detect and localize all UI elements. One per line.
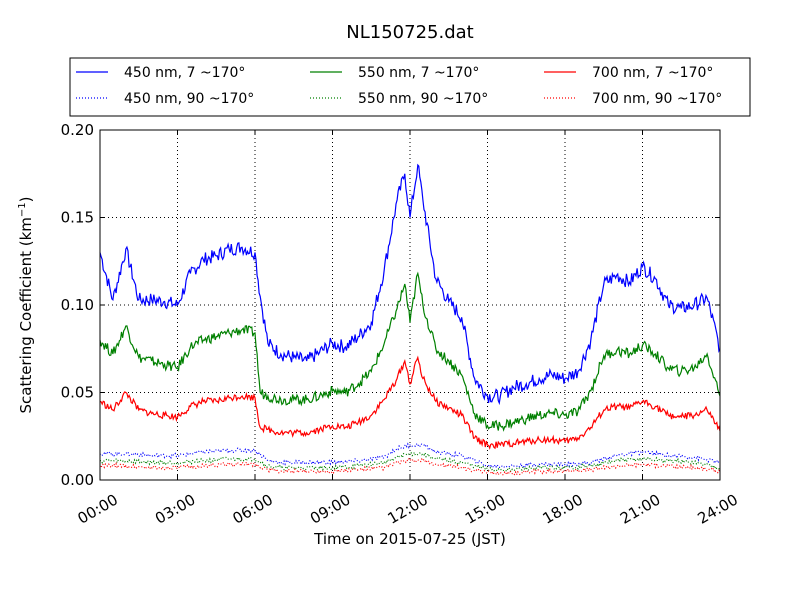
series-line bbox=[99, 163, 721, 406]
y-axis-label: Scattering Coefficient (km−1) bbox=[17, 196, 35, 413]
legend-frame bbox=[69, 57, 751, 117]
legend-label: 450 nm, 7 ~170° bbox=[124, 65, 245, 81]
x-tick-label: 24:00 bbox=[695, 491, 741, 528]
y-axis-label-close: ) bbox=[17, 196, 35, 202]
series-line bbox=[99, 271, 721, 432]
legend-label: 550 nm, 7 ~170° bbox=[358, 65, 479, 81]
y-tick-label: 0.15 bbox=[61, 209, 94, 227]
legend-label: 450 nm, 90 ~170° bbox=[124, 91, 254, 107]
y-tick-label: 0.10 bbox=[61, 296, 94, 314]
legend-label: 700 nm, 90 ~170° bbox=[592, 91, 722, 107]
x-tick-label: 09:00 bbox=[307, 491, 353, 528]
legend-label: 700 nm, 7 ~170° bbox=[592, 65, 713, 81]
x-tick-label: 12:00 bbox=[385, 491, 431, 528]
grid bbox=[100, 130, 720, 480]
x-tick-label: 15:00 bbox=[462, 491, 508, 528]
x-axis-label: Time on 2015-07-25 (JST) bbox=[313, 530, 506, 548]
y-axis-label-sup: −1 bbox=[17, 202, 28, 217]
y-tick-label: 0.00 bbox=[61, 471, 94, 489]
legend-label: 550 nm, 90 ~170° bbox=[358, 91, 488, 107]
series-line bbox=[99, 355, 721, 450]
series-line bbox=[99, 442, 721, 469]
y-axis-label-main: Scattering Coefficient (km bbox=[17, 217, 35, 413]
legend: 450 nm, 7 ~170° 550 nm, 7 ~170° 700 nm, 7 … bbox=[69, 57, 751, 117]
x-tick-label: 00:00 bbox=[75, 491, 121, 528]
x-tick-label: 18:00 bbox=[540, 491, 586, 528]
x-tick-label: 03:00 bbox=[152, 491, 198, 528]
series-lines bbox=[99, 163, 721, 477]
series-line bbox=[99, 450, 721, 473]
x-tick-label: 06:00 bbox=[230, 491, 276, 528]
chart-title: NL150725.dat bbox=[346, 22, 473, 43]
y-tick-label: 0.20 bbox=[61, 121, 94, 139]
y-tick-label: 0.05 bbox=[61, 384, 94, 402]
x-tick-label: 21:00 bbox=[617, 491, 663, 528]
